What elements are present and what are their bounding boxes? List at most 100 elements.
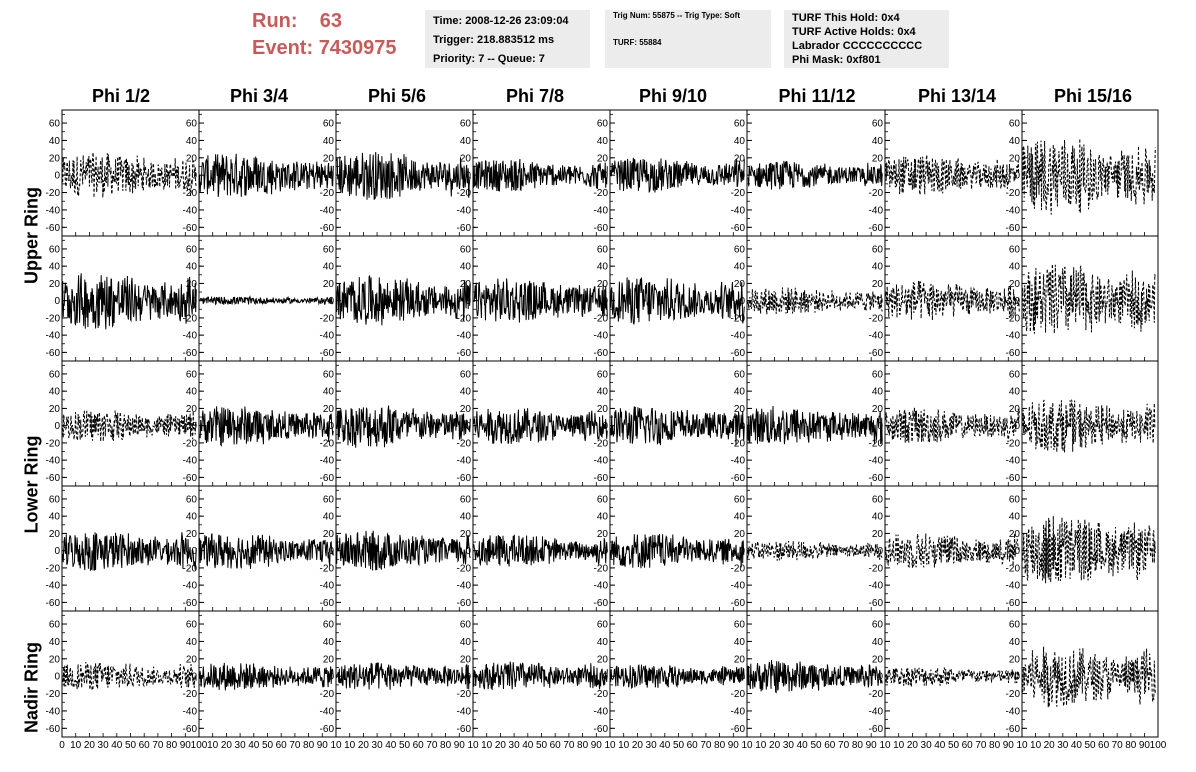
x-tick-label: 10 (741, 740, 753, 751)
y-tick-label: 40 (460, 262, 472, 273)
waveform-trace (199, 406, 334, 447)
x-tick-label: 30 (235, 740, 247, 751)
phi-mask-text: Phi Mask: 0xf801 (792, 54, 881, 66)
x-tick-label: 100 (191, 740, 208, 751)
y-tick-label: 20 (734, 279, 746, 290)
y-tick-label: 40 (734, 637, 746, 648)
y-tick-label: 0 (1014, 296, 1020, 307)
waveform-trace (885, 154, 1020, 195)
y-tick-label: -40 (320, 456, 335, 467)
y-tick-label: -60 (46, 598, 61, 609)
y-tick-label: -20 (869, 313, 884, 324)
waveform-trace (747, 659, 883, 694)
waveform-trace (747, 160, 883, 190)
y-tick-label: -40 (183, 581, 198, 592)
y-tick-label: 20 (323, 279, 335, 290)
y-tick-label: 40 (460, 387, 472, 398)
y-tick-label: -20 (320, 188, 335, 199)
y-tick-label: 20 (186, 529, 198, 540)
y-tick-label: 60 (460, 494, 472, 505)
y-tick-label: 40 (1009, 512, 1021, 523)
x-tick-label: 20 (221, 740, 233, 751)
y-tick-label: 20 (49, 654, 61, 665)
y-tick-label: 60 (1009, 119, 1021, 130)
y-tick-label: -40 (1006, 581, 1021, 592)
column-title-phi-5-6: Phi 5/6 (367, 86, 427, 106)
y-tick-label: -60 (457, 223, 472, 234)
run-label: Run: (252, 10, 298, 32)
y-tick-label: -60 (1006, 348, 1021, 359)
y-tick-label: 20 (597, 153, 609, 164)
y-tick-label: 0 (602, 546, 608, 557)
x-tick-label: 50 (673, 740, 685, 751)
y-tick-label: 40 (49, 387, 61, 398)
x-tick-label: 40 (111, 740, 123, 751)
y-tick-label: -40 (46, 706, 61, 717)
x-tick-label: 30 (783, 740, 795, 751)
y-tick-label: 60 (872, 119, 884, 130)
y-tick-label: -40 (1006, 205, 1021, 216)
y-tick-label: 0 (602, 421, 608, 432)
y-tick-label: 0 (877, 546, 883, 557)
y-tick-label: -20 (1006, 313, 1021, 324)
y-tick-label: 20 (460, 404, 472, 415)
y-tick-label: -40 (320, 581, 335, 592)
y-tick-label: -60 (183, 473, 198, 484)
column-title-phi-11-12: Phi 11/12 (778, 86, 856, 106)
y-tick-label: 0 (1014, 672, 1020, 683)
x-tick-label: 50 (399, 740, 411, 751)
x-tick-label: 60 (824, 740, 836, 751)
y-tick-label: 0 (739, 546, 745, 557)
y-tick-label: -40 (320, 331, 335, 342)
y-tick-label: 20 (597, 654, 609, 665)
x-tick-label: 70 (975, 740, 987, 751)
y-tick-label: 40 (734, 262, 746, 273)
y-tick-label: -20 (46, 438, 61, 449)
y-tick-label: 60 (323, 620, 335, 631)
y-tick-label: 20 (597, 279, 609, 290)
y-tick-label: 60 (186, 369, 198, 380)
x-tick-label: 20 (632, 740, 644, 751)
y-tick-label: -20 (594, 438, 609, 449)
column-title-phi-3-4: Phi 3/4 (229, 86, 289, 106)
y-tick-label: 60 (872, 494, 884, 505)
waveform-trace (473, 534, 608, 567)
y-tick-label: 20 (460, 153, 472, 164)
y-tick-label: 60 (49, 119, 61, 130)
y-tick-label: 0 (877, 421, 883, 432)
y-tick-label: -20 (457, 689, 472, 700)
y-tick-label: -40 (869, 706, 884, 717)
y-tick-label: 0 (739, 672, 745, 683)
y-tick-label: -40 (46, 456, 61, 467)
y-tick-label: -60 (183, 598, 198, 609)
x-tick-label: 60 (962, 740, 974, 751)
y-tick-label: 60 (323, 244, 335, 255)
x-tick-label: 30 (98, 740, 110, 751)
column-title-phi-9-10: Phi 9/10 (638, 86, 708, 106)
y-tick-label: -20 (46, 689, 61, 700)
y-tick-label: -20 (457, 313, 472, 324)
y-tick-label: 40 (323, 262, 335, 273)
y-tick-label: -40 (1006, 706, 1021, 717)
y-tick-label: -60 (594, 598, 609, 609)
turf-info-box: TURF This Hold: 0x4 TURF Active Holds: 0… (784, 10, 949, 68)
y-tick-label: 40 (872, 262, 884, 273)
event-label: Event: (252, 37, 314, 59)
y-tick-label: 60 (460, 369, 472, 380)
x-tick-label: 20 (907, 740, 919, 751)
y-tick-label: 40 (323, 136, 335, 147)
y-tick-label: -40 (594, 205, 609, 216)
waveform-trace (473, 158, 608, 192)
waveform-trace (473, 408, 608, 444)
y-tick-label: -60 (320, 724, 335, 735)
waveform-trace (747, 287, 883, 315)
labrador-text: Labrador CCCCCCCCCC (792, 40, 923, 52)
y-tick-label: 20 (872, 279, 884, 290)
y-tick-label: 20 (1009, 404, 1021, 415)
x-tick-label: 10 (207, 740, 219, 751)
y-tick-label: 60 (734, 369, 746, 380)
y-tick-label: 20 (734, 153, 746, 164)
x-tick-label: 10 (879, 740, 891, 751)
waveform-trace (610, 157, 745, 194)
